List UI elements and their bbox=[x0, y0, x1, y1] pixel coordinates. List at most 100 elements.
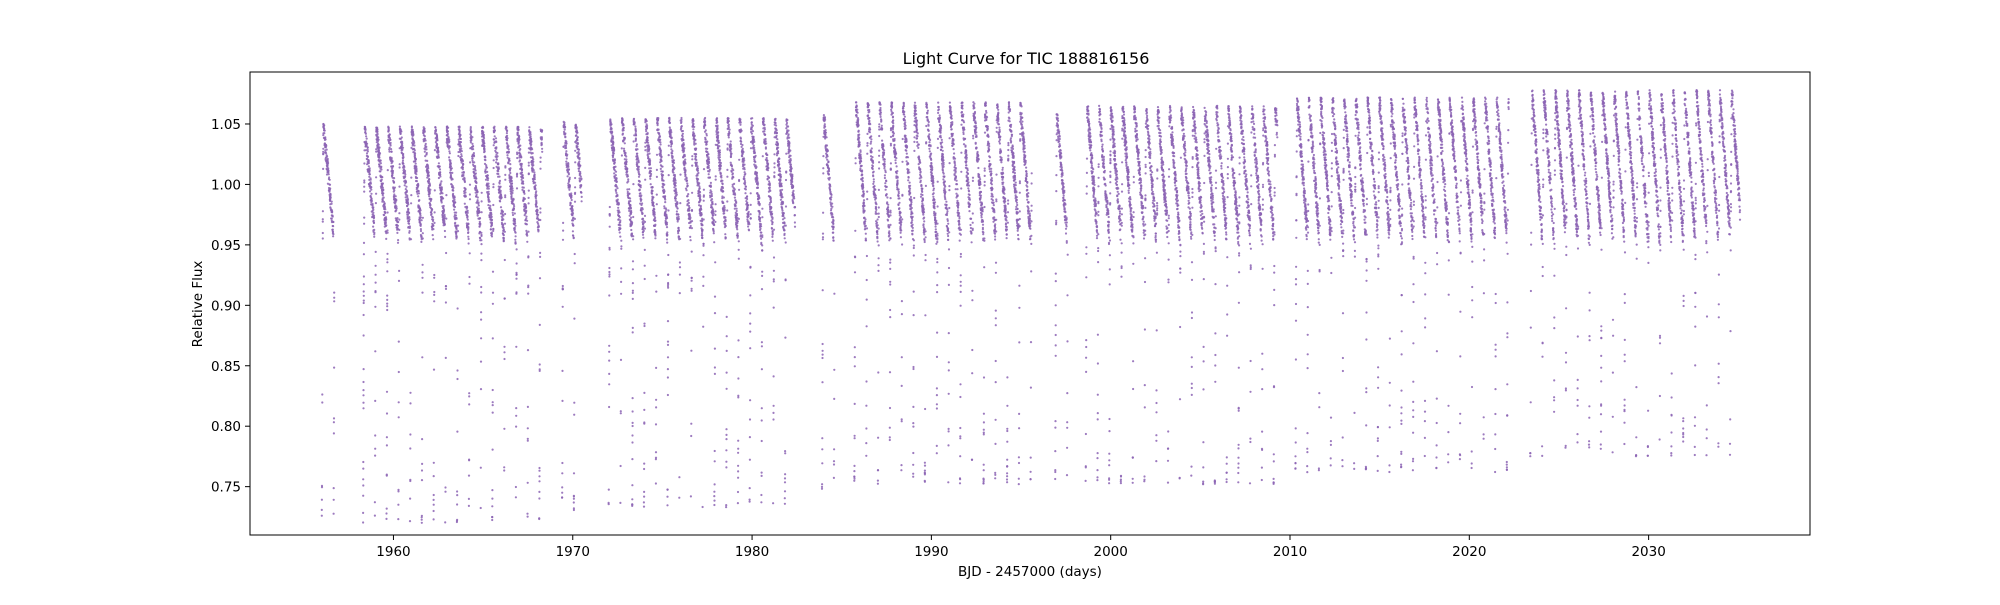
flux-point bbox=[831, 215, 834, 218]
flux-point bbox=[726, 200, 729, 203]
flux-point bbox=[389, 156, 392, 159]
flux-point bbox=[738, 188, 741, 191]
flux-point bbox=[562, 130, 566, 133]
flux-point bbox=[713, 495, 716, 498]
flux-point bbox=[611, 137, 615, 140]
flux-point bbox=[471, 159, 474, 162]
flux-point bbox=[531, 167, 534, 170]
flux-point bbox=[460, 153, 463, 156]
flux-point bbox=[688, 221, 691, 225]
flux-point bbox=[690, 287, 693, 290]
flux-point bbox=[526, 437, 529, 440]
flux-point bbox=[631, 434, 634, 437]
flux-point bbox=[665, 226, 669, 229]
flux-point bbox=[524, 211, 527, 214]
flux-point bbox=[772, 280, 775, 283]
flux-point bbox=[529, 151, 532, 154]
flux-point bbox=[713, 460, 716, 463]
flux-point bbox=[793, 225, 797, 228]
flux-point bbox=[515, 262, 518, 265]
flux-point bbox=[791, 198, 794, 202]
flux-point bbox=[822, 155, 825, 158]
flux-point bbox=[490, 224, 493, 227]
flux-point bbox=[402, 165, 405, 168]
flux-point bbox=[491, 489, 494, 492]
flux-point bbox=[690, 349, 693, 352]
flux-point bbox=[460, 158, 464, 161]
flux-point bbox=[484, 178, 488, 181]
flux-point bbox=[822, 114, 826, 117]
flux-point bbox=[561, 238, 565, 241]
flux-point bbox=[479, 388, 483, 391]
flux-point bbox=[678, 476, 681, 479]
flux-point bbox=[427, 193, 430, 196]
flux-point bbox=[485, 164, 488, 167]
flux-point bbox=[480, 234, 483, 238]
flux-point bbox=[476, 191, 479, 194]
flux-point bbox=[486, 184, 489, 187]
flux-point bbox=[441, 211, 444, 214]
flux-point bbox=[428, 195, 431, 198]
flux-point bbox=[433, 300, 436, 303]
flux-point bbox=[790, 183, 793, 186]
flux-point bbox=[526, 427, 529, 430]
flux-point bbox=[699, 198, 702, 201]
flux-point bbox=[691, 191, 694, 194]
flux-point bbox=[333, 366, 336, 369]
flux-point bbox=[362, 380, 365, 384]
flux-point bbox=[737, 476, 740, 479]
flux-point bbox=[466, 218, 469, 221]
flux-point bbox=[661, 186, 665, 189]
flux-point bbox=[381, 198, 384, 201]
flux-point bbox=[456, 307, 459, 310]
flux-point bbox=[534, 197, 538, 200]
flux-point bbox=[643, 264, 646, 267]
flux-point bbox=[409, 479, 412, 483]
flux-point bbox=[746, 206, 749, 209]
flux-point bbox=[434, 129, 437, 132]
flux-point bbox=[646, 133, 649, 136]
flux-point bbox=[568, 188, 571, 191]
flux-point bbox=[322, 134, 325, 137]
flux-point bbox=[421, 291, 424, 294]
flux-point bbox=[784, 452, 787, 455]
flux-point bbox=[525, 233, 529, 236]
flux-point bbox=[738, 129, 741, 132]
flux-point bbox=[651, 199, 654, 202]
flux-point bbox=[513, 218, 517, 221]
flux-point bbox=[630, 233, 634, 236]
flux-point bbox=[541, 150, 544, 153]
flux-point bbox=[428, 191, 431, 194]
flux-point bbox=[572, 497, 576, 500]
flux-point bbox=[658, 146, 661, 149]
flux-point bbox=[691, 164, 694, 167]
flux-point bbox=[367, 165, 370, 168]
flux-point bbox=[363, 181, 366, 184]
flux-point bbox=[775, 124, 778, 127]
flux-point bbox=[747, 228, 750, 231]
flux-point bbox=[737, 447, 740, 450]
flux-point bbox=[392, 180, 395, 184]
flux-point bbox=[423, 135, 426, 138]
flux-point bbox=[365, 142, 368, 145]
flux-point bbox=[654, 458, 658, 461]
flux-point bbox=[541, 129, 544, 132]
flux-point bbox=[691, 158, 694, 161]
flux-point bbox=[608, 246, 611, 249]
flux-point bbox=[672, 159, 675, 162]
flux-point bbox=[754, 178, 757, 181]
flux-point bbox=[468, 198, 472, 201]
flux-point bbox=[698, 182, 701, 185]
flux-point bbox=[428, 184, 431, 187]
flux-point bbox=[466, 216, 469, 219]
flux-point bbox=[322, 167, 325, 170]
flux-point bbox=[714, 178, 717, 181]
flux-point bbox=[618, 216, 622, 219]
flux-point bbox=[725, 433, 728, 436]
flux-point bbox=[472, 152, 475, 155]
flux-point bbox=[504, 178, 507, 181]
flux-point bbox=[390, 160, 394, 163]
flux-point bbox=[623, 158, 626, 161]
flux-point bbox=[433, 221, 436, 224]
flux-point bbox=[666, 284, 670, 288]
